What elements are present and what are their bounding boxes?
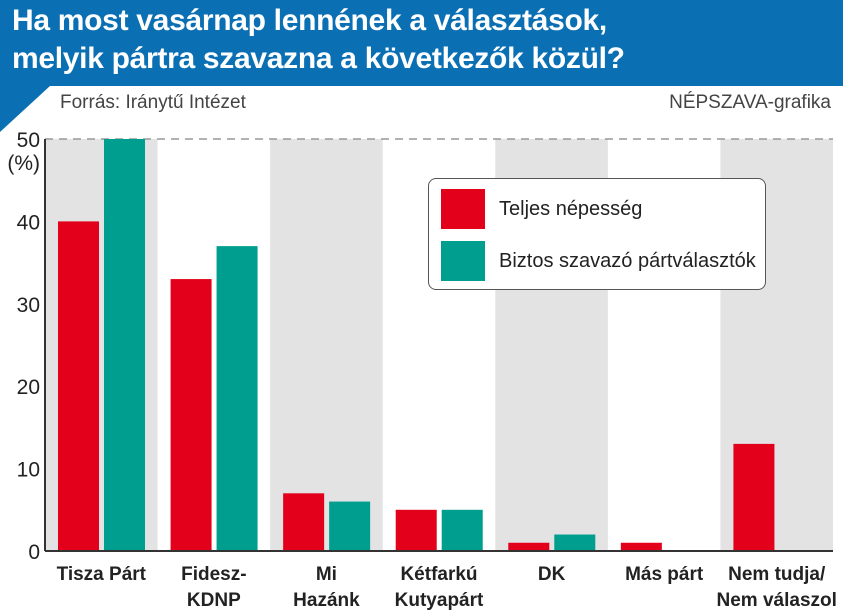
category-label: Mi <box>316 564 337 585</box>
bar-0-1 <box>170 279 212 551</box>
title-line-2: melyik pártra szavazna a következők közü… <box>12 42 625 75</box>
y-tick-label: 0 <box>28 541 40 564</box>
category-label: Kutyapárt <box>395 590 484 611</box>
legend-label: Teljes népesség <box>499 197 643 220</box>
title-band <box>0 0 843 86</box>
legend-swatch <box>441 241 485 281</box>
category-label: DK <box>538 564 566 585</box>
bar-1-4 <box>554 534 596 551</box>
legend-label: Biztos szavazó pártválasztók <box>499 249 756 272</box>
bar-0-2 <box>283 493 325 551</box>
bar-1-1 <box>216 246 258 551</box>
bar-0-4 <box>508 542 550 551</box>
bar-1-0 <box>104 139 145 551</box>
source-note: Forrás: Iránytű Intézet <box>60 92 246 113</box>
legend-item-0: Teljes népesség <box>441 189 642 229</box>
y-tick-label: 20 <box>17 376 40 399</box>
bar-0-0 <box>58 221 99 551</box>
category-label: Nem válaszol <box>717 590 837 611</box>
bar-1-3 <box>441 509 483 551</box>
chart-title: Ha most vasárnap lennének a választások,… <box>12 2 625 78</box>
category-label: KDNP <box>187 590 241 611</box>
bar-0-5 <box>620 542 662 551</box>
y-tick-label: 10 <box>17 459 40 482</box>
category-label: Más párt <box>625 564 704 585</box>
bar-1-2 <box>329 501 371 551</box>
category-label: Tisza Párt <box>57 564 147 585</box>
y-tick-label: 40 <box>17 211 40 234</box>
y-tick-label: 50 <box>17 129 40 152</box>
title-line-1: Ha most vasárnap lennének a választások, <box>12 4 607 37</box>
legend-swatch <box>441 189 485 229</box>
y-axis-unit: (%) <box>7 152 40 175</box>
category-label: Nem tudja/ <box>728 564 826 585</box>
category-label: Fidesz- <box>181 564 246 585</box>
category-band <box>270 139 383 551</box>
legend: Teljes népesség Biztos szavazó pártválas… <box>428 178 766 290</box>
bar-0-6 <box>733 443 775 551</box>
category-label: Hazánk <box>293 590 360 611</box>
legend-item-1: Biztos szavazó pártválasztók <box>441 241 756 281</box>
credit-note: NÉPSZAVA-grafika <box>669 92 831 113</box>
bar-0-3 <box>395 509 437 551</box>
y-tick-label: 30 <box>17 294 40 317</box>
title-wedge <box>0 86 50 132</box>
category-label: Kétfarkú <box>400 564 477 585</box>
